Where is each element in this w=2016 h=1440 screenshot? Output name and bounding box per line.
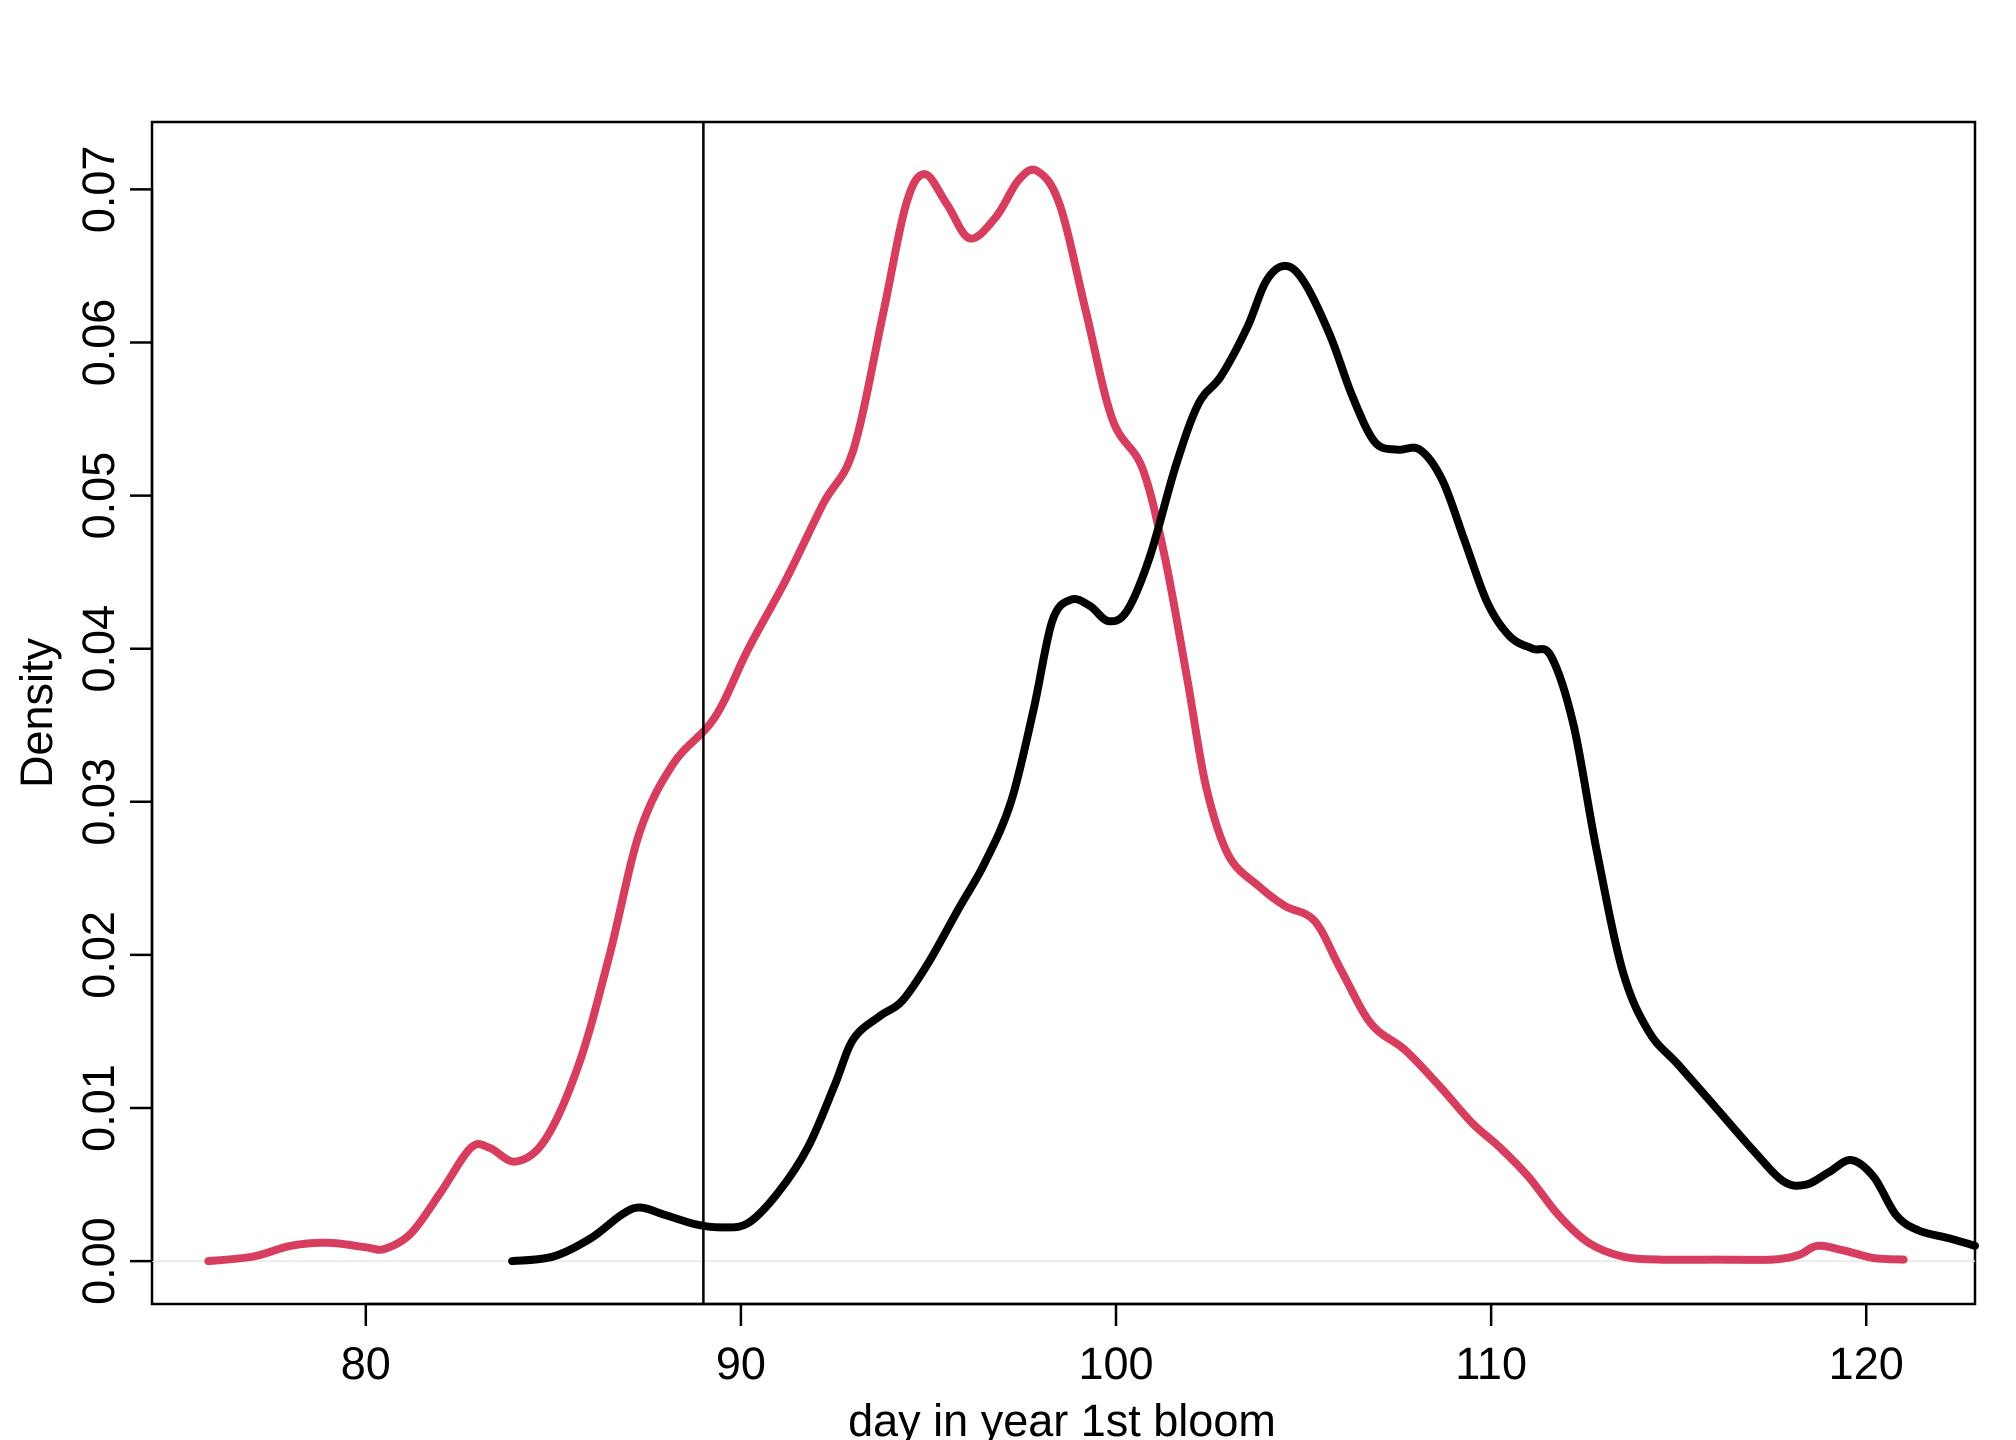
x-axis: 80 90 100 110 120	[341, 1302, 1904, 1389]
y-axis: 0.00 0.01 0.02 0.03 0.04 0.05 0.06 0.07	[73, 146, 154, 1305]
y-tick-label: 0.05	[73, 452, 124, 540]
density-series-1	[204, 165, 1908, 1266]
y-tick-label: 0.00	[73, 1217, 124, 1305]
x-tick-label: 110	[1455, 1338, 1527, 1389]
plot-area	[150, 120, 1979, 1306]
y-tick-label: 0.04	[73, 605, 124, 693]
plot-frame	[150, 120, 1977, 1306]
y-tick-label: 0.03	[73, 758, 124, 846]
x-axis-title: day in year 1st bloom	[848, 1395, 1276, 1440]
x-tick-label: 90	[716, 1338, 766, 1389]
x-tick-label: 120	[1829, 1338, 1904, 1389]
y-axis-title: Density	[11, 637, 62, 788]
y-tick-label: 0.01	[73, 1064, 124, 1152]
series-layer	[152, 165, 1979, 1266]
density-series-2	[508, 261, 1979, 1266]
y-tick-label: 0.06	[73, 299, 124, 387]
y-tick-label: 0.07	[73, 146, 124, 234]
x-tick-label: 100	[1078, 1338, 1153, 1389]
y-tick-label: 0.02	[73, 911, 124, 999]
x-tick-label: 80	[341, 1338, 391, 1389]
